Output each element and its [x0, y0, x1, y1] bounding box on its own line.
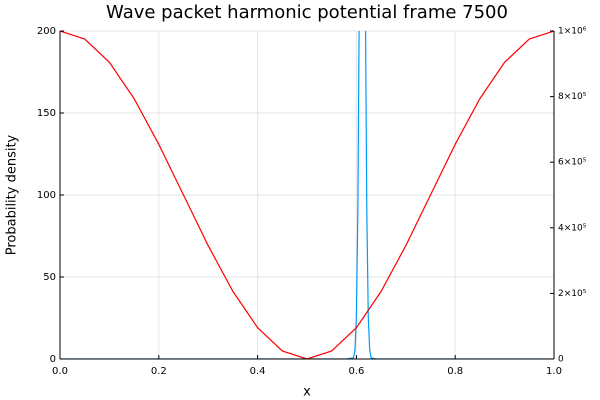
y2-tick-label: 0: [558, 355, 564, 365]
x-tick-label: 1.0: [546, 366, 562, 377]
y-axis-label: Probability density: [5, 134, 20, 255]
y-tick-label: 100: [37, 190, 56, 201]
x-tick-label: 0.6: [348, 366, 364, 377]
y-tick-label: 150: [37, 108, 56, 119]
plot-area: [60, 31, 554, 359]
y2-tick-label: 2×10⁵: [558, 289, 587, 299]
axes: 0.0 0.2 0.4 0.6 0.8 1.005010015020002×10⁵4×10…: [37, 26, 587, 377]
y2-tick-label: 8×10⁵: [558, 92, 587, 102]
grid: [59, 30, 555, 360]
y-tick-label: 200: [37, 26, 56, 37]
x-tick-label: 0.8: [447, 366, 463, 377]
x-tick-label: 0.4: [250, 366, 266, 377]
y-tick-label: 50: [43, 272, 56, 283]
data-line: [60, 31, 554, 359]
x-tick-label: 0.0: [52, 366, 68, 377]
data-line: [60, 31, 554, 359]
x-tick-label: 0.2: [151, 366, 167, 377]
y2-tick-label: 4×10⁵: [558, 223, 587, 233]
y2-tick-label: 6×10⁵: [558, 158, 587, 168]
chart-title: Wave packet harmonic potential frame 750…: [106, 2, 508, 23]
y2-tick-label: 1×10⁶: [558, 27, 587, 37]
x-axis-label: x: [303, 385, 311, 400]
y-tick-label: 0: [50, 354, 56, 365]
